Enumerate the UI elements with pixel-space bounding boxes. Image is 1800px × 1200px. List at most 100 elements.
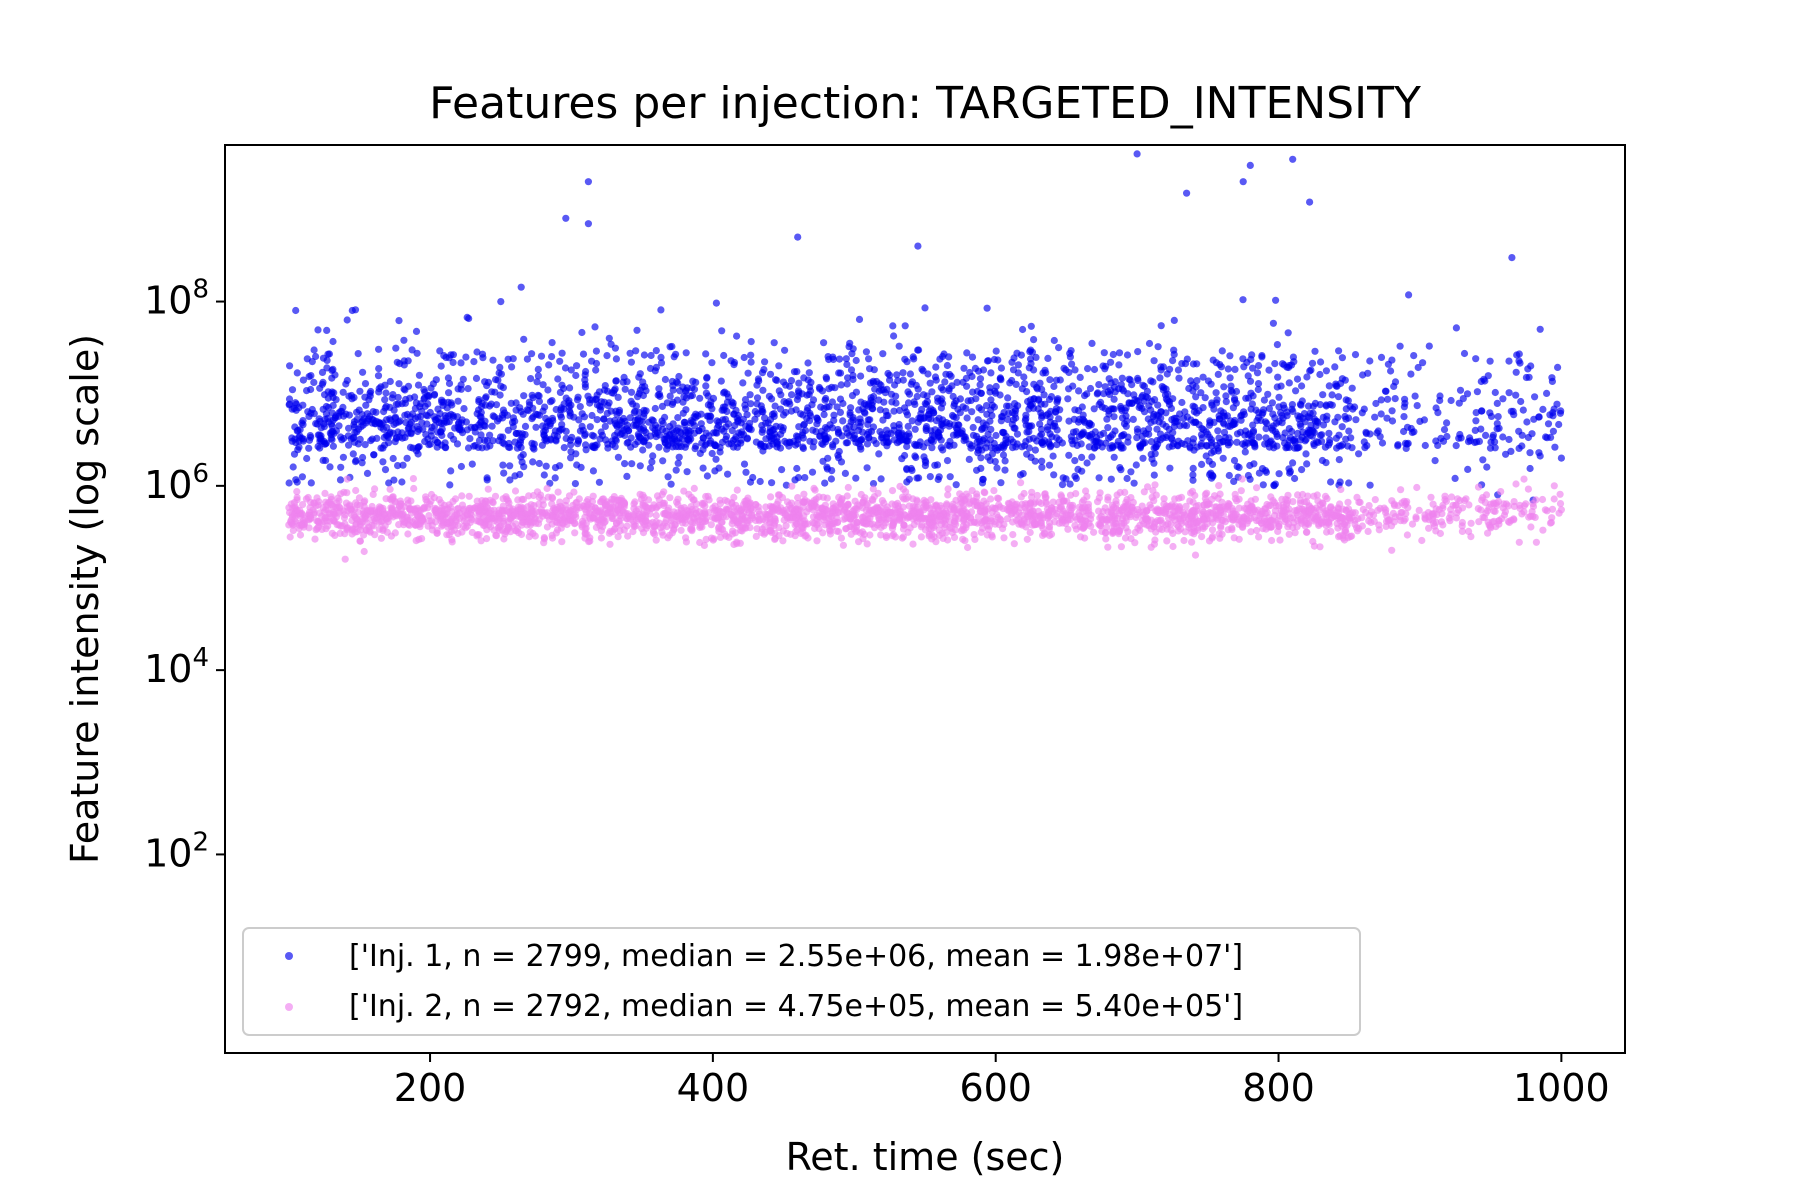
- scatter-point-inj-1: [481, 394, 489, 402]
- scatter-point-inj-1: [402, 418, 410, 427]
- scatter-point-inj-1: [353, 428, 361, 436]
- scatter-point-inj-1: [620, 427, 628, 435]
- scatter-point-inj-1: [1554, 363, 1562, 371]
- scatter-point-inj-1: [846, 339, 854, 347]
- scatter-point-inj-1: [567, 366, 575, 374]
- scatter-point-inj-1: [832, 437, 840, 445]
- scatter-point-inj-1: [913, 392, 921, 401]
- scatter-point-inj-1: [1222, 392, 1230, 400]
- scatter-point-inj-1: [548, 353, 556, 361]
- scatter-point-inj-1: [655, 443, 663, 451]
- scatter-point-inj-1: [1278, 360, 1287, 368]
- scatter-point-inj-1: [1484, 372, 1492, 380]
- scatter-point-inj-1: [1132, 461, 1140, 469]
- scatter-point-inj-2: [1336, 500, 1344, 508]
- scatter-point-inj-1: [1078, 403, 1086, 411]
- scatter-point-inj-2: [944, 491, 952, 499]
- scatter-point-inj-1: [869, 423, 878, 431]
- scatter-point-inj-1: [1164, 390, 1172, 398]
- scatter-point-inj-1: [1165, 443, 1173, 451]
- scatter-point-inj-1: [828, 424, 837, 432]
- scatter-point-inj-1: [1307, 366, 1315, 374]
- scatter-point-inj-1: [1051, 408, 1060, 416]
- scatter-point-inj-1: [1334, 413, 1342, 421]
- scatter-point-inj-1: [968, 408, 976, 416]
- scatter-point-inj-1: [568, 433, 576, 441]
- scatter-point-inj-1: [1009, 438, 1017, 446]
- scatter-point-inj-2: [1429, 500, 1437, 508]
- scatter-point-inj-1: [986, 456, 994, 465]
- scatter-point-inj-1: [1362, 429, 1370, 438]
- scatter-point-inj-1: [803, 407, 811, 415]
- scatter-point-inj-1: [793, 464, 801, 473]
- scatter-point-inj-2: [1104, 543, 1112, 551]
- scatter-point-inj-1: [1232, 387, 1241, 396]
- scatter-point-inj-1: [1303, 373, 1311, 381]
- scatter-point-inj-1: [286, 362, 294, 370]
- scatter-point-inj-1: [1403, 423, 1412, 431]
- scatter-point-inj-1: [619, 378, 627, 386]
- scatter-point-inj-2: [1413, 483, 1421, 492]
- scatter-point-inj-1: [1023, 428, 1031, 436]
- scatter-point-inj-1: [1022, 411, 1030, 419]
- scatter-point-inj-1: [1544, 420, 1553, 428]
- scatter-point-inj-1: [1052, 376, 1061, 384]
- scatter-point-inj-1: [928, 388, 936, 396]
- scatter-point-inj-2: [1484, 529, 1492, 537]
- scatter-point-inj-2: [435, 496, 443, 504]
- scatter-point-inj-1: [359, 453, 367, 462]
- scatter-point-inj-2: [1435, 506, 1443, 514]
- scatter-point-inj-1: [1014, 369, 1022, 377]
- scatter-point-inj-2: [1532, 538, 1540, 546]
- scatter-point-inj-1: [1316, 370, 1324, 379]
- scatter-point-inj-1: [567, 454, 575, 462]
- scatter-point-inj-1: [375, 345, 383, 353]
- scatter-point-inj-1: [471, 428, 479, 436]
- scatter-point-inj-2: [519, 495, 528, 503]
- scatter-point-inj-2: [899, 493, 907, 501]
- scatter-point-inj-1: [470, 358, 478, 366]
- scatter-point-inj-1: [349, 450, 357, 458]
- scatter-point-inj-2: [1520, 475, 1528, 483]
- scatter-point-inj-1: [591, 323, 599, 331]
- scatter-point-inj-2: [1215, 482, 1223, 490]
- scatter-point-inj-1: [1130, 479, 1138, 487]
- scatter-point-inj-2: [559, 520, 567, 528]
- scatter-point-inj-1: [1071, 406, 1079, 414]
- scatter-point-inj-1: [933, 461, 942, 469]
- scatter-point-inj-1: [379, 458, 387, 466]
- scatter-point-inj-1: [412, 327, 421, 335]
- scatter-point-inj-2: [652, 511, 660, 520]
- scatter-point-inj-1: [902, 432, 910, 440]
- scatter-point-inj-1: [828, 398, 837, 406]
- scatter-point-inj-1: [974, 416, 982, 424]
- scatter-point-inj-1: [292, 476, 300, 484]
- scatter-point-inj-1: [1502, 450, 1510, 458]
- scatter-point-inj-1: [661, 375, 670, 384]
- scatter-point-inj-1: [692, 442, 700, 450]
- scatter-point-inj-1: [834, 428, 843, 436]
- scatter-point-inj-1: [795, 379, 803, 387]
- scatter-point-inj-1: [348, 306, 356, 315]
- scatter-point-inj-1: [1019, 325, 1027, 334]
- scatter-point-inj-1: [395, 317, 403, 325]
- scatter-point-inj-2: [343, 475, 351, 483]
- scatter-point-inj-1: [910, 355, 918, 363]
- scatter-point-inj-2: [1121, 534, 1130, 542]
- scatter-point-inj-2: [454, 529, 462, 538]
- scatter-point-inj-1: [426, 408, 434, 417]
- scatter-point-inj-1: [964, 397, 972, 405]
- scatter-point-inj-1: [388, 394, 396, 402]
- scatter-point-inj-1: [847, 366, 856, 374]
- scatter-point-inj-1: [920, 453, 928, 461]
- scatter-point-inj-1: [611, 385, 619, 393]
- scatter-point-inj-1: [445, 389, 453, 397]
- scatter-point-inj-1: [627, 388, 636, 396]
- scatter-point-inj-1: [542, 462, 550, 470]
- scatter-point-inj-1: [651, 421, 660, 429]
- scatter-point-inj-1: [1306, 198, 1314, 206]
- scatter-point-inj-2: [293, 488, 301, 496]
- scatter-point-inj-1: [901, 322, 909, 330]
- scatter-point-inj-1: [1150, 444, 1158, 452]
- scatter-point-inj-2: [1446, 517, 1454, 525]
